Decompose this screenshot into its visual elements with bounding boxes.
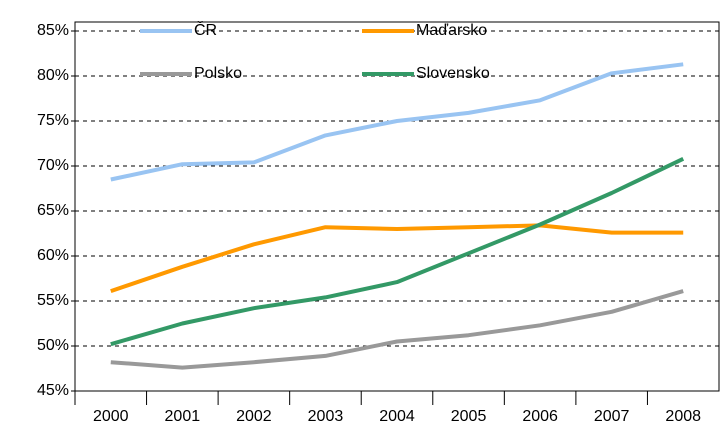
legend-label: Maďarsko (416, 22, 487, 39)
y-tick-label: 85% (37, 22, 69, 39)
x-tick-label: 2006 (522, 408, 558, 425)
y-tick-label: 80% (37, 67, 69, 84)
x-tick-label: 2002 (236, 408, 272, 425)
x-tick-label: 2007 (594, 408, 630, 425)
y-tick-label: 60% (37, 247, 69, 264)
y-tick-label: 50% (37, 337, 69, 354)
x-tick-label: 2001 (165, 408, 201, 425)
y-tick-label: 75% (37, 112, 69, 129)
y-tick-label: 55% (37, 292, 69, 309)
plot-frame (74, 21, 720, 392)
series-line (110, 62, 684, 182)
x-tick-label: 2003 (308, 408, 344, 425)
legend-label: Polsko (194, 65, 242, 82)
y-tick-label: 65% (37, 202, 69, 219)
legend-label: ČR (194, 20, 217, 39)
series-line (110, 223, 684, 293)
x-tick-label: 2004 (379, 408, 415, 425)
x-tick-label: 2008 (665, 408, 701, 425)
y-tick-label: 70% (37, 157, 69, 174)
y-tick-label: 45% (37, 382, 69, 399)
series-line (110, 289, 684, 370)
legend-label: Slovensko (416, 65, 490, 82)
x-tick-label: 2000 (93, 408, 129, 425)
series-line (110, 156, 685, 347)
x-tick-label: 2005 (451, 408, 487, 425)
